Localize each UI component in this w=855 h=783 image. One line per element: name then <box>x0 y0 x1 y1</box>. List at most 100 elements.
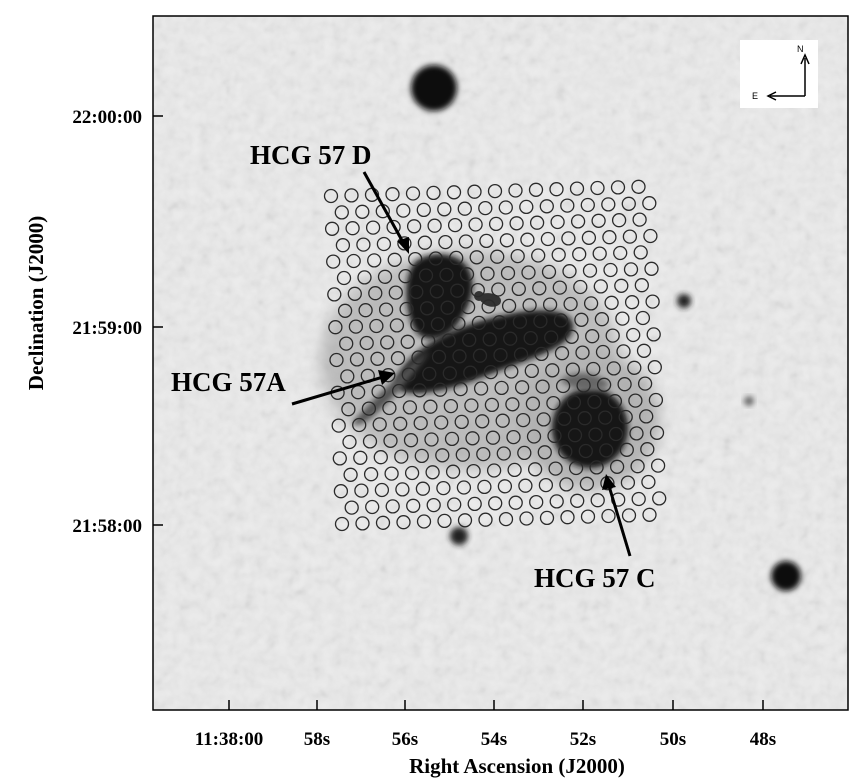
x-axis-ticks <box>228 700 764 710</box>
fiber-aperture <box>549 182 564 197</box>
fiber-aperture <box>337 303 353 318</box>
fiber-aperture <box>402 400 418 415</box>
fiber-aperture <box>485 430 501 445</box>
fiber-aperture <box>358 303 373 318</box>
fiber-aperture <box>613 245 628 261</box>
fiber-aperture <box>633 245 648 260</box>
fiber-aperture <box>469 250 484 265</box>
compass-north-label: N <box>797 44 804 54</box>
fiber-aperture <box>538 477 554 493</box>
fiber-aperture <box>574 312 589 327</box>
fiber-aperture <box>339 336 354 351</box>
fiber-aperture <box>344 188 359 203</box>
fiber-aperture <box>457 513 473 528</box>
fiber-aperture <box>540 231 556 247</box>
fiber-aperture <box>372 417 387 432</box>
fiber-aperture <box>438 234 453 250</box>
fiber-aperture <box>354 483 369 498</box>
fiber-aperture <box>369 318 384 334</box>
fiber-aperture <box>361 401 377 416</box>
fiber-aperture <box>454 414 469 430</box>
x-tick-label: 58s <box>304 729 330 750</box>
fiber-aperture <box>357 270 372 285</box>
fiber-aperture <box>507 462 522 478</box>
fiber-aperture <box>389 318 405 333</box>
fiber-aperture <box>451 316 466 331</box>
fiber-aperture <box>380 335 395 350</box>
fiber-aperture <box>541 264 557 280</box>
fiber-aperture <box>323 188 339 204</box>
fiber-aperture <box>457 201 472 216</box>
annotation-hcg57a: HCG 57A <box>171 367 395 406</box>
fiber-aperture <box>603 262 618 278</box>
fiber-aperture <box>411 350 426 365</box>
fiber-aperture <box>412 383 427 398</box>
fiber-aperture <box>632 212 647 227</box>
fiber-aperture <box>570 493 585 508</box>
fiber-aperture <box>536 412 551 427</box>
fiber-aperture <box>630 459 645 474</box>
fiber-aperture <box>476 446 491 462</box>
fiber-aperture <box>604 295 619 310</box>
fiber-aperture <box>545 363 560 378</box>
fiber-aperture <box>513 347 529 362</box>
fiber-aperture <box>352 417 367 433</box>
fiber-aperture <box>601 197 616 212</box>
arrow-hcg57a <box>291 375 384 406</box>
fiber-aperture <box>627 360 642 375</box>
fiber-aperture <box>426 497 441 513</box>
fiber-aperture <box>483 364 498 380</box>
fiber-aperture <box>594 312 610 327</box>
fiber-aperture <box>498 200 513 215</box>
fiber-aperture <box>520 232 535 247</box>
fiber-aperture <box>455 447 470 462</box>
fiber-aperture <box>548 461 563 476</box>
fiber-aperture <box>560 510 575 525</box>
fiber-aperture <box>581 230 597 245</box>
fiber-aperture <box>353 450 368 465</box>
fiber-aperture <box>526 429 542 444</box>
fiber-aperture <box>542 297 558 312</box>
fiber-aperture <box>643 228 658 244</box>
fiber-aperture <box>570 214 586 229</box>
x-tick-label: 56s <box>392 729 418 750</box>
fiber-aperture <box>384 466 399 481</box>
annotation-hcg57d: HCG 57 D <box>250 140 409 254</box>
fiber-aperture <box>561 231 576 246</box>
fiber-aperture <box>501 298 517 314</box>
fiber-aperture <box>585 329 600 344</box>
fiber-aperture <box>626 327 641 343</box>
fiber-aperture <box>582 263 598 278</box>
fiber-aperture <box>622 229 638 244</box>
fiber-aperture <box>591 213 606 228</box>
fiber-aperture <box>649 425 665 440</box>
fiber-aperture <box>422 366 437 382</box>
fiber-aperture <box>332 451 347 466</box>
fiber-aperture <box>349 352 365 367</box>
x-tick-label: 11:38:00 <box>195 729 264 750</box>
fiber-aperture <box>506 429 521 445</box>
fiber-aperture <box>388 285 403 300</box>
fiber-aperture <box>605 328 620 343</box>
label-hcg57a: HCG 57A <box>171 367 286 397</box>
fiber-aperture <box>475 414 490 429</box>
fiber-aperture <box>404 465 420 481</box>
fiber-aperture <box>624 295 640 310</box>
fiber-aperture <box>499 233 515 248</box>
fiber-aperture <box>368 286 383 301</box>
fiber-aperture <box>383 433 398 448</box>
fiber-aperture <box>505 397 520 412</box>
label-hcg57d: HCG 57 D <box>250 140 372 170</box>
fiber-aperture <box>437 202 452 217</box>
fiber-aperture <box>490 249 505 264</box>
fiber-aperture <box>459 267 475 282</box>
fiber-aperture <box>642 507 657 522</box>
fiber-aperture <box>482 332 497 347</box>
fiber-aperture <box>508 183 523 198</box>
fiber-aperture <box>447 497 462 512</box>
fiber-grid <box>323 179 667 532</box>
fiber-aperture <box>525 396 541 411</box>
fiber-aperture <box>640 442 655 457</box>
fiber-aperture <box>328 320 343 335</box>
fiber-aperture <box>519 199 534 215</box>
